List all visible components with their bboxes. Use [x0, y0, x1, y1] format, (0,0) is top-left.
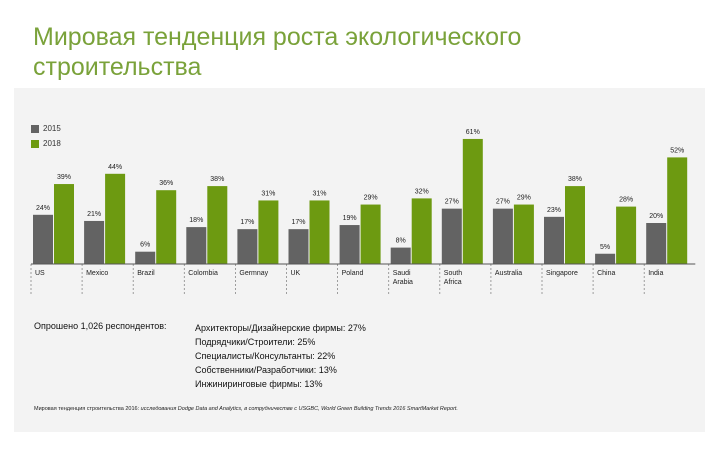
legend-swatch-2018	[31, 139, 39, 148]
bar-2015-australia	[492, 208, 513, 264]
data-label: 29%	[517, 195, 531, 202]
category-label: China	[597, 270, 615, 277]
slide-title: Мировая тенденция роста экологического с…	[33, 23, 522, 81]
data-label: 24%	[36, 205, 50, 212]
legend-swatch-2015	[31, 124, 39, 133]
data-label: 27%	[496, 199, 510, 206]
bar-2015-us	[33, 214, 53, 264]
category-label: Australia	[495, 270, 522, 277]
data-label: 31%	[261, 190, 275, 197]
data-label: 61%	[466, 129, 480, 136]
data-label: 52%	[670, 147, 684, 154]
data-label: 36%	[159, 180, 173, 187]
data-label: 38%	[568, 176, 582, 183]
data-label: 44%	[108, 164, 122, 171]
legend-label-2015: 2015	[43, 124, 61, 133]
bar-chart: 24% 39% US 21% 44% Mexico 6% 36% Brazil 18% 38% Col…	[30, 129, 696, 296]
bar-2015-singapore	[544, 216, 564, 264]
respondent-item: Архитекторы/Дизайнерские фирмы: 27%	[195, 323, 366, 333]
bar-2015-germnay	[237, 229, 258, 264]
data-label: 19%	[343, 215, 357, 222]
bar-2015-south-africa	[441, 208, 462, 264]
bar-2015-brazil	[135, 251, 156, 264]
bar-2018-germnay	[258, 200, 279, 264]
respondent-item: Специалисты/Консультанты: 22%	[195, 351, 336, 361]
legend-item-2015: 2015	[31, 124, 61, 133]
respondent-item: Подрядчики/Строители: 25%	[195, 337, 316, 347]
respondent-item: Инжиниринговые фирмы: 13%	[195, 379, 323, 389]
category-label: South	[444, 270, 462, 277]
data-label: 5%	[600, 244, 610, 251]
chart-panel: 24% 39% US 21% 44% Mexico 6% 36% Brazil 18% 38% Col…	[14, 88, 705, 432]
bar-2015-saudi-arabia	[390, 247, 411, 264]
data-label: 27%	[445, 199, 459, 206]
bar-2018-china	[616, 206, 637, 264]
bar-2018-uk	[309, 200, 330, 264]
bar-2018-saudi-arabia	[411, 198, 432, 264]
data-label: 38%	[210, 176, 224, 183]
bar-2015-uk	[288, 229, 309, 264]
category-label: Colombia	[188, 270, 218, 277]
bar-2018-south-africa	[462, 138, 483, 264]
respondents-label: Опрошено 1,026 респондентов:	[34, 321, 167, 331]
bar-2015-india	[646, 223, 667, 264]
category-label: India	[648, 270, 663, 277]
bar-2018-mexico	[105, 173, 126, 264]
legend-label-2018: 2018	[43, 139, 61, 148]
data-label: 29%	[364, 195, 378, 202]
data-label: 8%	[396, 238, 406, 245]
bar-2018-brazil	[156, 190, 177, 264]
data-label: 6%	[140, 242, 150, 249]
bar-2018-singapore	[565, 186, 585, 264]
data-label: 21%	[87, 211, 101, 218]
bar-2018-poland	[360, 204, 381, 264]
bar-2018-australia	[513, 204, 534, 264]
bar-2015-colombia	[186, 227, 207, 264]
category-label: Poland	[342, 270, 364, 277]
category-label: Africa	[444, 279, 462, 286]
bar-2018-colombia	[207, 186, 228, 264]
data-label: 17%	[291, 219, 305, 226]
bar-2015-mexico	[84, 220, 105, 264]
respondents-list: Архитекторы/Дизайнерские фирмы: 27% Подр…	[195, 321, 366, 391]
data-label: 39%	[57, 174, 71, 181]
source-note: Мировая тенденция строительства 2016: ис…	[34, 406, 458, 412]
legend-item-2018: 2018	[31, 139, 61, 148]
source-text: исследования Dodge Data and Analytics, в…	[140, 406, 458, 412]
bar-2018-india	[667, 157, 688, 264]
data-label: 32%	[415, 188, 429, 195]
category-label: Mexico	[86, 270, 108, 277]
category-label: Germnay	[239, 270, 268, 277]
data-label: 20%	[649, 213, 663, 220]
bar-2018-us	[54, 184, 74, 264]
category-label: Saudi	[393, 270, 411, 277]
category-label: UK	[291, 270, 301, 277]
category-label: Arabia	[393, 279, 413, 286]
data-label: 28%	[619, 197, 633, 204]
data-label: 23%	[547, 207, 561, 214]
bar-2015-china	[595, 253, 616, 264]
category-label: Singapore	[546, 270, 578, 277]
data-label: 31%	[312, 190, 326, 197]
data-label: 18%	[189, 217, 203, 224]
bar-2015-poland	[339, 225, 360, 264]
source-prefix: Мировая тенденция строительства 2016:	[34, 406, 141, 412]
category-label: Brazil	[137, 270, 155, 277]
category-label: US	[35, 270, 45, 277]
data-label: 17%	[240, 219, 254, 226]
respondent-item: Собственники/Разработчики: 13%	[195, 365, 337, 375]
